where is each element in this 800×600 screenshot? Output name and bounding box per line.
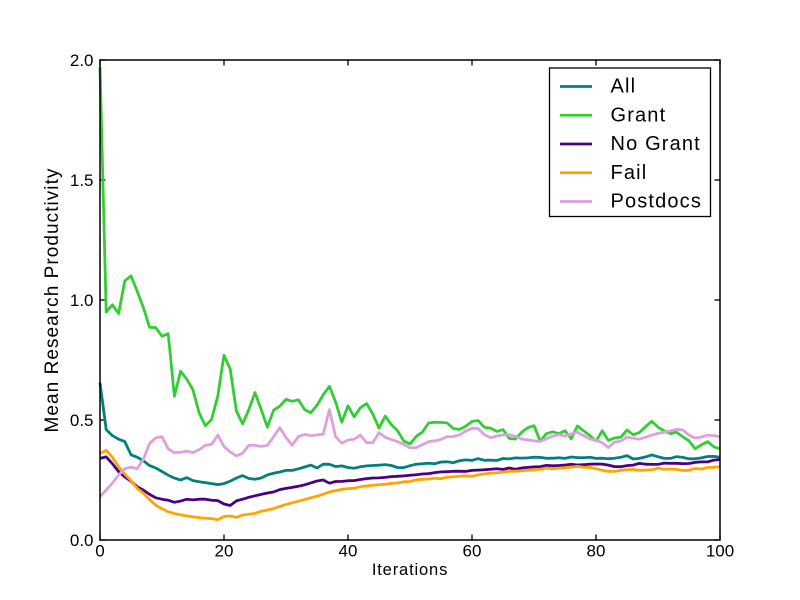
svg-text:Postdocs: Postdocs: [611, 191, 702, 213]
svg-text:Grant: Grant: [611, 104, 667, 126]
svg-text:All: All: [611, 76, 637, 98]
svg-text:Mean Research Productivity: Mean Research Productivity: [42, 168, 63, 433]
svg-text:0.5: 0.5: [70, 411, 94, 430]
svg-text:60: 60: [463, 542, 482, 561]
svg-text:2.0: 2.0: [70, 51, 94, 70]
svg-text:Iterations: Iterations: [372, 561, 448, 579]
svg-text:100: 100: [706, 542, 734, 561]
svg-text:80: 80: [587, 542, 606, 561]
svg-text:No Grant: No Grant: [611, 133, 701, 155]
svg-text:1.5: 1.5: [70, 171, 94, 190]
svg-text:0.0: 0.0: [70, 531, 94, 550]
svg-text:0: 0: [95, 542, 104, 561]
svg-text:40: 40: [339, 542, 358, 561]
svg-text:20: 20: [215, 542, 234, 561]
svg-text:1.0: 1.0: [70, 291, 94, 310]
svg-text:Fail: Fail: [611, 162, 648, 184]
